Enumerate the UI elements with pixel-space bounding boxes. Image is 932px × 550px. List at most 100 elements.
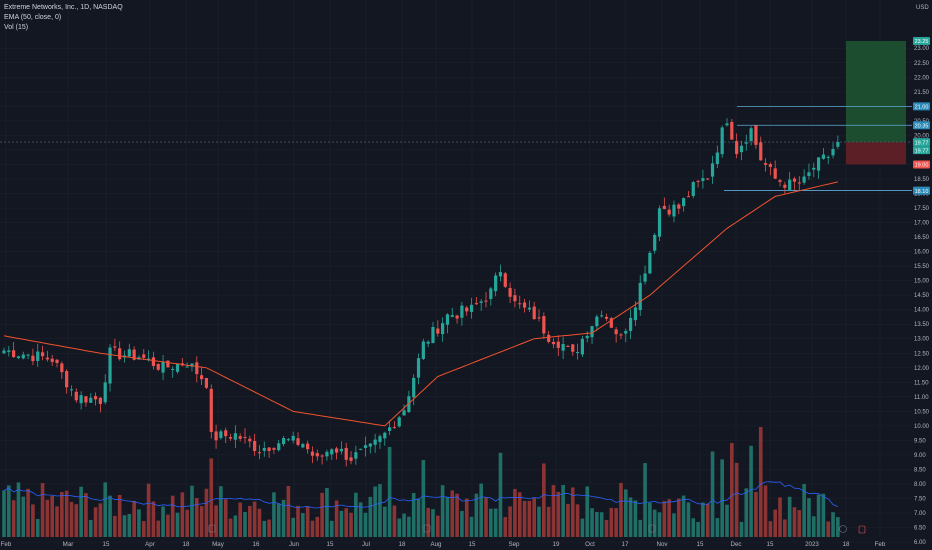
volume-bar: [619, 482, 623, 537]
candle-body: [175, 363, 180, 372]
horizontal-level-lines[interactable]: [0, 105, 912, 191]
candle-body: [725, 123, 729, 126]
candle-body: [228, 437, 233, 439]
y-tick-label: 6.00: [914, 540, 926, 546]
volume-bar: [551, 485, 556, 537]
candle-body: [388, 427, 392, 431]
volume-bar: [792, 507, 797, 537]
candle-body: [667, 209, 671, 215]
candle-body: [629, 317, 633, 332]
candle-body: [310, 451, 315, 456]
candle-body: [657, 208, 662, 237]
volume-bar: [758, 427, 763, 537]
volume-bar: [354, 492, 358, 537]
candle-body: [807, 172, 811, 177]
volume-bar: [811, 516, 816, 537]
volume-bar: [301, 513, 305, 537]
x-tick-label: 17: [622, 541, 629, 548]
volume-bar: [431, 509, 435, 537]
volume-bar: [170, 495, 175, 537]
y-tick-label: 6.50: [914, 526, 926, 532]
volume-bar: [836, 517, 840, 537]
candle-body: [720, 127, 724, 155]
candle-body: [469, 304, 474, 312]
ema-legend[interactable]: EMA (50, close, 0): [4, 14, 62, 21]
volume-bar: [103, 482, 108, 537]
x-tick-label: Dec: [730, 541, 741, 548]
candle-body: [706, 178, 710, 180]
earnings-marker-icon: [423, 524, 431, 533]
volume-bar: [378, 484, 382, 537]
volume-bar: [778, 497, 782, 537]
x-tick-label: May: [212, 541, 225, 548]
candle-body: [797, 182, 801, 184]
volume-bar: [31, 504, 35, 537]
vol-legend[interactable]: Vol (15): [4, 24, 29, 31]
volume-bar: [633, 500, 638, 537]
volume-bar: [358, 502, 363, 537]
candle-body: [243, 436, 247, 438]
volume-bar: [93, 507, 98, 537]
volume-bar: [503, 517, 508, 537]
y-tick-label: 10.00: [914, 424, 930, 430]
volume-bar: [209, 458, 214, 537]
candle-body: [672, 204, 676, 217]
candle-body: [633, 307, 638, 321]
y-tick-label: 22.50: [914, 61, 930, 67]
candle-body: [166, 360, 170, 368]
volume-bar: [821, 493, 826, 537]
candle-body: [69, 389, 74, 391]
candle-body: [590, 326, 594, 338]
volume-bar: [161, 506, 165, 537]
y-tick-label: 17.50: [914, 206, 930, 212]
time-axis[interactable]: Feb Mar 15 Apr 18 May 16 Jun 15 Jul 18 Aug 15 Sep 19 Oc…: [1, 541, 886, 548]
volume-bar: [763, 485, 768, 537]
volume-bar: [667, 499, 671, 537]
symbol-title[interactable]: Extreme Networks, Inc., 1D, NASDAQ: [4, 4, 123, 11]
candle-body: [696, 180, 700, 182]
candle-body: [103, 382, 107, 403]
x-tick-label: Apr: [145, 541, 155, 548]
candle-body: [359, 448, 363, 450]
price-badge-label: 20.35: [915, 123, 929, 129]
volume-bar: [262, 520, 267, 537]
volume-bar: [469, 516, 474, 537]
volume-bar: [696, 521, 700, 537]
volume-bar: [450, 490, 455, 537]
candle-body: [826, 156, 830, 158]
candle-body: [79, 395, 83, 404]
volume-bar: [672, 513, 676, 537]
candle-body: [204, 378, 209, 388]
candle-body: [334, 448, 339, 453]
candle-body: [527, 307, 531, 310]
volume-bar: [190, 485, 194, 537]
candle-body: [503, 273, 507, 287]
event-markers[interactable]: [208, 524, 866, 534]
chart-legend: Extreme Networks, Inc., 1D, NASDAQ EMA (…: [4, 3, 123, 33]
y-tick-label: 11.00: [914, 395, 929, 401]
y-tick-label: 9.00: [914, 453, 926, 459]
candle-body: [281, 438, 286, 445]
volume-bar: [725, 504, 729, 537]
candle-body: [320, 455, 324, 457]
candle-body: [74, 391, 78, 401]
volume-bar: [79, 486, 83, 537]
volume-bar: [585, 486, 590, 537]
candle-body: [730, 121, 734, 140]
candle-body: [465, 307, 469, 312]
candle-body: [257, 452, 262, 454]
long-position-tool[interactable]: [846, 40, 906, 165]
volume-bar: [455, 493, 459, 537]
candle-body: [267, 447, 271, 452]
candle-body: [325, 451, 329, 457]
volume-bar: [546, 506, 551, 537]
candle-body: [489, 288, 493, 300]
y-tick-label: 8.00: [914, 482, 926, 488]
volume-bar: [387, 446, 392, 537]
volume-bar: [305, 506, 310, 537]
candle-body: [619, 334, 623, 336]
candle-body: [272, 448, 276, 450]
candle-body: [36, 351, 40, 362]
x-tick-label: 15: [327, 541, 334, 548]
